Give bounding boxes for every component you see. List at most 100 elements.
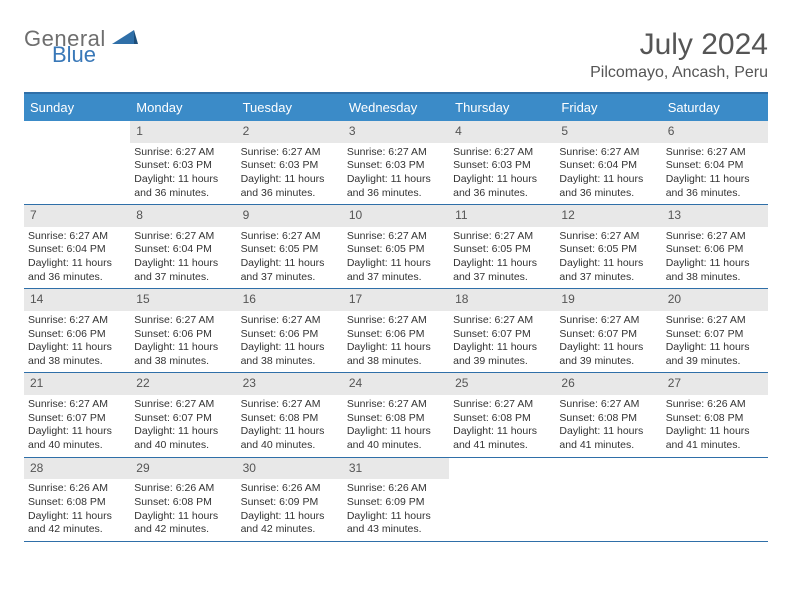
sunrise-text: Sunrise: 6:27 AM <box>559 146 657 160</box>
day-number <box>24 121 130 143</box>
day-cell: 4Sunrise: 6:27 AMSunset: 6:03 PMDaylight… <box>449 121 555 204</box>
day-number: 8 <box>130 205 236 227</box>
day-cell: 26Sunrise: 6:27 AMSunset: 6:08 PMDayligh… <box>555 373 661 456</box>
day-cell: 17Sunrise: 6:27 AMSunset: 6:06 PMDayligh… <box>343 289 449 372</box>
day-number: 24 <box>343 373 449 395</box>
sunset-text: Sunset: 6:07 PM <box>666 328 764 342</box>
sunrise-text: Sunrise: 6:27 AM <box>134 398 232 412</box>
day-cell <box>449 458 555 541</box>
logo-text-wrap: General Blue <box>24 28 138 66</box>
day-number <box>449 458 555 480</box>
sunrise-text: Sunrise: 6:27 AM <box>134 230 232 244</box>
day-number: 13 <box>662 205 768 227</box>
day-cell: 22Sunrise: 6:27 AMSunset: 6:07 PMDayligh… <box>130 373 236 456</box>
daylight-text: Daylight: 11 hours and 36 minutes. <box>134 173 232 200</box>
daylight-text: Daylight: 11 hours and 43 minutes. <box>347 510 445 537</box>
daylight-text: Daylight: 11 hours and 40 minutes. <box>134 425 232 452</box>
sunrise-text: Sunrise: 6:27 AM <box>134 146 232 160</box>
sunrise-text: Sunrise: 6:27 AM <box>241 146 339 160</box>
day-header-wed: Wednesday <box>343 94 449 121</box>
daylight-text: Daylight: 11 hours and 36 minutes. <box>453 173 551 200</box>
day-cell: 15Sunrise: 6:27 AMSunset: 6:06 PMDayligh… <box>130 289 236 372</box>
day-number: 6 <box>662 121 768 143</box>
sunset-text: Sunset: 6:08 PM <box>453 412 551 426</box>
day-number: 2 <box>237 121 343 143</box>
sunrise-text: Sunrise: 6:27 AM <box>666 146 764 160</box>
day-number: 16 <box>237 289 343 311</box>
daylight-text: Daylight: 11 hours and 36 minutes. <box>241 173 339 200</box>
header: General Blue July 2024 Pilcomayo, Ancash… <box>24 28 768 82</box>
daylight-text: Daylight: 11 hours and 40 minutes. <box>241 425 339 452</box>
day-number: 22 <box>130 373 236 395</box>
title-location: Pilcomayo, Ancash, Peru <box>590 64 768 82</box>
sunset-text: Sunset: 6:08 PM <box>559 412 657 426</box>
sunset-text: Sunset: 6:06 PM <box>134 328 232 342</box>
sunset-text: Sunset: 6:06 PM <box>347 328 445 342</box>
daylight-text: Daylight: 11 hours and 39 minutes. <box>666 341 764 368</box>
daylight-text: Daylight: 11 hours and 38 minutes. <box>347 341 445 368</box>
day-number: 26 <box>555 373 661 395</box>
sunrise-text: Sunrise: 6:27 AM <box>666 314 764 328</box>
daylight-text: Daylight: 11 hours and 42 minutes. <box>241 510 339 537</box>
day-cell: 28Sunrise: 6:26 AMSunset: 6:08 PMDayligh… <box>24 458 130 541</box>
day-header-thu: Thursday <box>449 94 555 121</box>
day-cell: 18Sunrise: 6:27 AMSunset: 6:07 PMDayligh… <box>449 289 555 372</box>
daylight-text: Daylight: 11 hours and 42 minutes. <box>28 510 126 537</box>
sunset-text: Sunset: 6:04 PM <box>666 159 764 173</box>
sunset-text: Sunset: 6:09 PM <box>347 496 445 510</box>
sunrise-text: Sunrise: 6:27 AM <box>453 146 551 160</box>
sunset-text: Sunset: 6:04 PM <box>559 159 657 173</box>
daylight-text: Daylight: 11 hours and 37 minutes. <box>347 257 445 284</box>
sunset-text: Sunset: 6:08 PM <box>241 412 339 426</box>
day-cell: 12Sunrise: 6:27 AMSunset: 6:05 PMDayligh… <box>555 205 661 288</box>
sunset-text: Sunset: 6:08 PM <box>28 496 126 510</box>
day-cell: 14Sunrise: 6:27 AMSunset: 6:06 PMDayligh… <box>24 289 130 372</box>
sunset-text: Sunset: 6:06 PM <box>28 328 126 342</box>
day-cell: 30Sunrise: 6:26 AMSunset: 6:09 PMDayligh… <box>237 458 343 541</box>
day-number: 30 <box>237 458 343 480</box>
daylight-text: Daylight: 11 hours and 37 minutes. <box>241 257 339 284</box>
day-header-sun: Sunday <box>24 94 130 121</box>
sunset-text: Sunset: 6:03 PM <box>453 159 551 173</box>
sunrise-text: Sunrise: 6:26 AM <box>666 398 764 412</box>
sunrise-text: Sunrise: 6:27 AM <box>347 230 445 244</box>
sunset-text: Sunset: 6:09 PM <box>241 496 339 510</box>
calendar-grid: Sunday Monday Tuesday Wednesday Thursday… <box>24 92 768 542</box>
day-header-fri: Friday <box>555 94 661 121</box>
week-row: 1Sunrise: 6:27 AMSunset: 6:03 PMDaylight… <box>24 121 768 205</box>
day-cell: 20Sunrise: 6:27 AMSunset: 6:07 PMDayligh… <box>662 289 768 372</box>
day-number: 14 <box>24 289 130 311</box>
sunrise-text: Sunrise: 6:27 AM <box>559 314 657 328</box>
sunrise-text: Sunrise: 6:27 AM <box>453 230 551 244</box>
daylight-text: Daylight: 11 hours and 36 minutes. <box>347 173 445 200</box>
day-number: 18 <box>449 289 555 311</box>
day-cell: 27Sunrise: 6:26 AMSunset: 6:08 PMDayligh… <box>662 373 768 456</box>
week-row: 14Sunrise: 6:27 AMSunset: 6:06 PMDayligh… <box>24 289 768 373</box>
day-header-tue: Tuesday <box>237 94 343 121</box>
daylight-text: Daylight: 11 hours and 39 minutes. <box>559 341 657 368</box>
day-cell: 2 Sunrise: 6:27 AMSunset: 6:03 PMDaylight… <box>237 121 343 204</box>
sunrise-text: Sunrise: 6:27 AM <box>28 398 126 412</box>
sunset-text: Sunset: 6:03 PM <box>241 159 339 173</box>
sunrise-text: Sunrise: 6:27 AM <box>241 230 339 244</box>
day-cell: 16Sunrise: 6:27 AMSunset: 6:06 PMDayligh… <box>237 289 343 372</box>
sunrise-text: Sunrise: 6:26 AM <box>134 482 232 496</box>
title-block: July 2024 Pilcomayo, Ancash, Peru <box>590 28 768 82</box>
day-number: 25 <box>449 373 555 395</box>
day-cell: 19Sunrise: 6:27 AMSunset: 6:07 PMDayligh… <box>555 289 661 372</box>
sunrise-text: Sunrise: 6:27 AM <box>559 230 657 244</box>
daylight-text: Daylight: 11 hours and 40 minutes. <box>28 425 126 452</box>
day-number: 31 <box>343 458 449 480</box>
daylight-text: Daylight: 11 hours and 37 minutes. <box>559 257 657 284</box>
sunset-text: Sunset: 6:06 PM <box>241 328 339 342</box>
logo: General Blue <box>24 28 138 66</box>
daylight-text: Daylight: 11 hours and 36 minutes. <box>28 257 126 284</box>
day-cell <box>662 458 768 541</box>
daylight-text: Daylight: 11 hours and 39 minutes. <box>453 341 551 368</box>
sunset-text: Sunset: 6:05 PM <box>347 243 445 257</box>
sunrise-text: Sunrise: 6:27 AM <box>28 230 126 244</box>
sunrise-text: Sunrise: 6:26 AM <box>347 482 445 496</box>
day-number: 1 <box>130 121 236 143</box>
sunset-text: Sunset: 6:05 PM <box>453 243 551 257</box>
sunrise-text: Sunrise: 6:27 AM <box>453 314 551 328</box>
